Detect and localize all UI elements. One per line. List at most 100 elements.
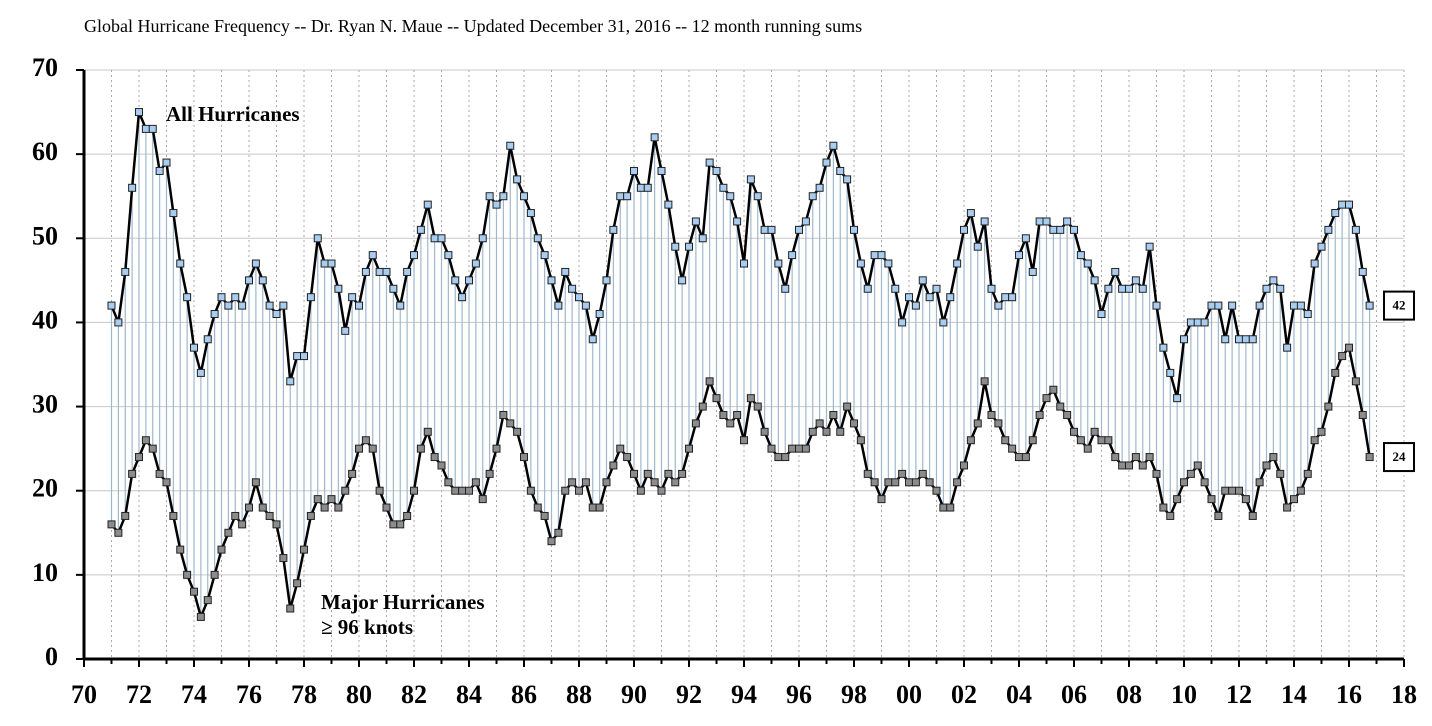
end-label-box <box>1383 442 1415 473</box>
marker <box>540 251 549 260</box>
marker <box>1207 301 1216 310</box>
marker <box>1001 436 1010 445</box>
marker <box>465 486 473 495</box>
marker <box>1097 436 1106 445</box>
marker <box>1159 343 1168 352</box>
marker <box>671 242 680 251</box>
marker <box>1035 217 1044 226</box>
marker <box>430 234 439 243</box>
marker <box>375 486 384 495</box>
x-tick-label: 98 <box>841 680 867 709</box>
marker <box>980 377 989 386</box>
x-tick-label: 06 <box>1061 680 1087 709</box>
marker <box>196 368 205 377</box>
marker <box>1104 284 1113 293</box>
marker <box>520 453 528 462</box>
marker <box>561 486 570 495</box>
marker <box>588 335 597 344</box>
x-tick-label: 94 <box>731 680 757 709</box>
marker <box>863 469 872 478</box>
marker <box>355 301 363 310</box>
marker <box>471 478 480 487</box>
x-tick-label: 16 <box>1336 680 1362 709</box>
marker <box>437 461 446 470</box>
marker <box>822 427 831 436</box>
marker <box>300 352 308 361</box>
marker <box>643 469 652 478</box>
marker <box>1145 242 1154 251</box>
marker <box>1118 461 1127 470</box>
marker <box>650 133 659 142</box>
marker <box>231 511 240 520</box>
marker <box>224 528 233 537</box>
marker <box>1125 284 1133 293</box>
marker <box>465 276 473 285</box>
marker <box>1200 318 1209 327</box>
marker <box>499 410 508 419</box>
marker <box>616 444 625 453</box>
marker <box>451 486 460 495</box>
marker <box>1090 427 1099 436</box>
marker <box>795 444 803 453</box>
marker <box>994 419 1003 428</box>
marker <box>1166 511 1175 520</box>
marker <box>767 225 776 234</box>
marker <box>1015 251 1023 260</box>
marker <box>1193 318 1202 327</box>
marker <box>313 234 322 243</box>
marker <box>918 276 927 285</box>
marker <box>1186 318 1195 327</box>
marker <box>1241 495 1250 504</box>
marker <box>1255 301 1264 310</box>
marker <box>808 427 817 436</box>
marker <box>898 318 907 327</box>
marker <box>1028 436 1037 445</box>
marker <box>1351 225 1360 234</box>
marker <box>1276 469 1285 478</box>
marker <box>664 200 673 209</box>
marker <box>1235 486 1243 495</box>
x-tick-label: 04 <box>1006 680 1032 709</box>
marker <box>939 503 948 512</box>
marker <box>554 301 563 310</box>
marker <box>148 124 157 133</box>
marker <box>1207 495 1216 504</box>
marker <box>265 301 274 310</box>
marker <box>870 251 879 260</box>
marker <box>877 495 886 504</box>
marker <box>478 234 487 243</box>
marker <box>1324 402 1333 411</box>
marker <box>361 267 370 276</box>
marker <box>1056 402 1065 411</box>
marker <box>746 394 755 403</box>
marker <box>1145 453 1154 462</box>
x-tick-label: 88 <box>566 680 592 709</box>
marker <box>135 453 143 462</box>
marker <box>533 234 542 243</box>
marker <box>891 478 900 487</box>
marker <box>960 461 968 470</box>
marker <box>520 192 528 201</box>
marker <box>210 310 219 319</box>
end-label: 24 <box>1393 449 1407 464</box>
annotation: All Hurricanes <box>166 102 300 126</box>
hatch <box>110 112 1371 617</box>
marker <box>1331 209 1340 218</box>
marker <box>609 461 618 470</box>
marker <box>251 478 260 487</box>
marker <box>726 419 735 428</box>
marker <box>190 587 198 596</box>
marker <box>114 528 123 537</box>
marker <box>843 402 852 411</box>
marker <box>1324 225 1333 234</box>
marker <box>368 444 377 453</box>
marker <box>856 259 865 268</box>
marker <box>190 343 198 352</box>
x-tick-label: 70 <box>71 680 97 709</box>
marker <box>1248 335 1257 344</box>
series-line <box>110 110 1371 400</box>
marker <box>939 318 948 327</box>
marker <box>905 293 913 302</box>
marker <box>753 402 762 411</box>
marker <box>396 301 405 310</box>
